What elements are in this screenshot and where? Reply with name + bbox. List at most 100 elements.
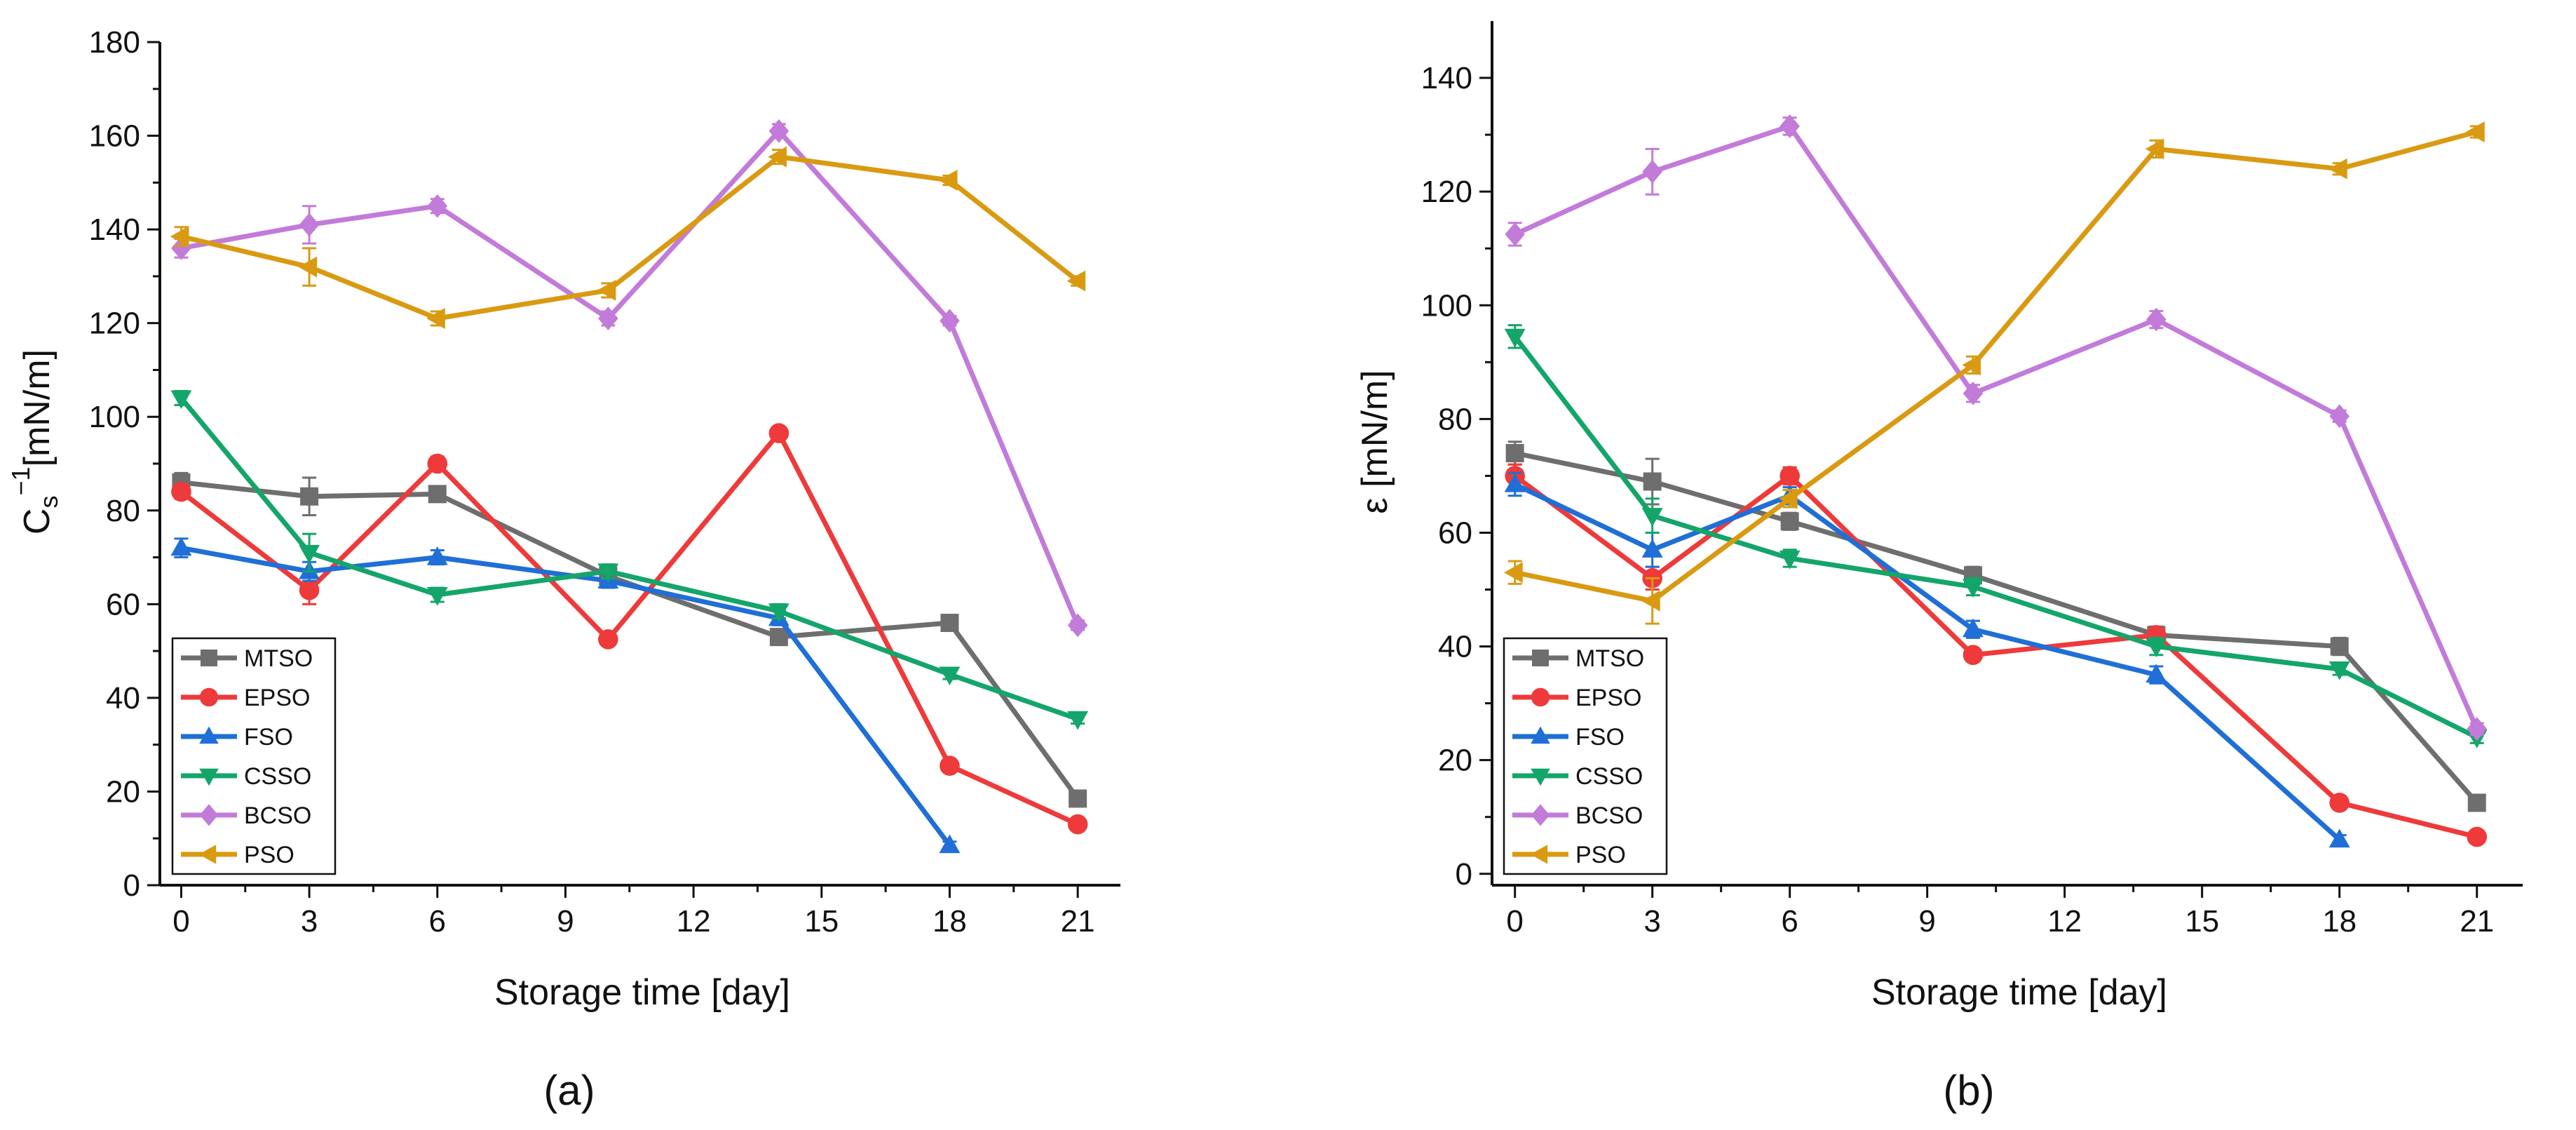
chart-b-legend-swatch-marker	[1531, 768, 1550, 786]
chart-b-x-tick-label: 15	[2185, 904, 2219, 939]
chart-b-legend-swatch-marker	[1532, 650, 1549, 666]
chart-a-point-pso	[298, 256, 318, 278]
chart-a-y-tick-label: 180	[89, 25, 140, 60]
chart-b-x-tick-label: 21	[2460, 904, 2494, 939]
chart-a-legend: MTSO EPSO FSO CSSO BCSO PSO	[171, 637, 337, 875]
chart-a-legend-item-bcso: BCSO	[181, 802, 311, 829]
chart-b-point-bcso	[2146, 307, 2167, 332]
chart-b-x-tick-label: 12	[2047, 904, 2082, 939]
chart-a-legend-label: FSO	[244, 724, 293, 751]
chart-b-x-axis-title: Storage time [day]	[1871, 972, 2167, 1013]
chart-b-point-fso	[2328, 828, 2350, 848]
chart-a-y-tick-label: 0	[123, 868, 140, 903]
chart-b-y-tick-label: 0	[1456, 857, 1472, 892]
chart-a-point-epso	[171, 481, 191, 502]
chart-a-point-bcso	[598, 307, 618, 330]
chart-a-y-tick-label: 160	[89, 119, 140, 154]
chart-a-point-mtso	[769, 628, 788, 647]
chart-b-legend: MTSO EPSO FSO CSSO BCSO PSO	[1503, 637, 1668, 875]
chart-b-legend-item-mtso: MTSO	[1512, 645, 1644, 672]
chart-a-legend-label: EPSO	[244, 685, 310, 711]
chart-b-point-bcso	[2329, 404, 2350, 429]
chart-a-legend-item-epso: EPSO	[181, 685, 310, 711]
chart-a-legend-label: BCSO	[244, 802, 311, 829]
chart-b-legend-item-pso: PSO	[1512, 842, 1626, 868]
chart-a-series-csso	[170, 389, 1089, 730]
chart-b-x-tick-label: 6	[1781, 904, 1798, 939]
chart-b-y-tick-label: 80	[1438, 402, 1472, 436]
chart-a-point-bcso	[1067, 613, 1088, 638]
chart-a-legend-label: PSO	[244, 842, 294, 868]
chart-a-x-tick-label: 3	[301, 904, 318, 939]
chart-a-x-tick-label: 21	[1061, 904, 1095, 939]
chart-a-legend-box	[171, 637, 337, 875]
chart-b-point-bcso	[2467, 717, 2487, 741]
chart-a-point-epso	[427, 453, 448, 474]
chart-panel-a: Cs−1[mN/m] Storage time [day] (a) 0 3 6 9 12…	[6, 25, 1120, 1114]
chart-a-point-csso	[939, 666, 961, 686]
chart-b-legend-label: PSO	[1575, 842, 1626, 868]
chart-a-point-bcso	[940, 309, 960, 333]
chart-b-legend-label: FSO	[1575, 724, 1625, 751]
chart-b-point-fso	[2145, 664, 2167, 683]
chart-b-legend-item-bcso: BCSO	[1512, 802, 1643, 829]
chart-b-panel-label: (b)	[1943, 1067, 1994, 1114]
chart-b-point-pso	[2145, 138, 2164, 160]
chart-a-x-tick-label: 15	[804, 904, 839, 939]
chart-b-point-fso	[1641, 539, 1663, 558]
chart-a-y-tick-label: 140	[89, 213, 140, 247]
chart-b-point-csso	[2145, 638, 2167, 658]
chart-b-series-line-fso	[1514, 482, 2342, 842]
chart-b-point-pso	[1962, 354, 1981, 376]
chart-a-point-pso	[426, 308, 445, 329]
chart-b-legend-box	[1503, 637, 1668, 875]
chart-b-y-tick-label: 60	[1438, 516, 1472, 550]
chart-b-legend-swatch-marker	[1531, 804, 1550, 826]
chart-b-series-line-pso	[1514, 129, 2478, 604]
chart-a-point-csso	[597, 563, 619, 583]
chart-a-point-fso	[939, 834, 961, 854]
chart-b-point-pso	[1641, 590, 1660, 612]
chart-b-legend-label: BCSO	[1575, 802, 1643, 829]
chart-b-legend-item-fso: FSO	[1512, 724, 1625, 751]
chart-a-y-tick-label: 120	[89, 307, 140, 341]
chart-b-point-csso	[1641, 508, 1663, 527]
chart-b-legend-item-epso: EPSO	[1512, 685, 1641, 711]
chart-b-point-pso	[2328, 158, 2347, 180]
chart-b-y-tick-label: 40	[1438, 630, 1472, 664]
chart-b-point-csso	[1962, 579, 1984, 598]
chart-a-point-fso	[170, 537, 192, 556]
chart-b-series-csso	[1504, 324, 2488, 748]
chart-b-point-epso	[1780, 466, 1800, 486]
chart-b-series-mtso	[1505, 440, 2486, 812]
chart-a-legend-swatch-marker	[199, 804, 219, 826]
chart-a-point-epso	[940, 755, 960, 776]
chart-b-point-epso	[2467, 826, 2487, 847]
chart-a-point-pso	[768, 146, 787, 168]
chart-b-point-bcso	[1780, 114, 1800, 138]
chart-a-point-csso	[1067, 711, 1089, 730]
chart-a-point-fso	[426, 546, 448, 565]
chart-a-point-csso	[768, 603, 789, 622]
chart-b-point-csso	[1779, 550, 1801, 570]
chart-a-panel-label: (a)	[543, 1067, 595, 1114]
chart-a-x-axis-title: Storage time [day]	[494, 972, 790, 1013]
chart-b-point-bcso	[1962, 381, 1984, 405]
chart-a-legend-swatch-marker	[199, 687, 219, 707]
chart-b-point-epso	[1962, 645, 1984, 666]
chart-a-series-epso	[171, 423, 1088, 835]
chart-a-point-pso	[1066, 270, 1086, 292]
chart-b-x-tick-label: 9	[1918, 904, 1935, 939]
chart-a-y-tick-label: 80	[106, 494, 140, 528]
chart-a-point-csso	[170, 390, 192, 410]
chart-b-y-tick-label: 20	[1438, 744, 1472, 778]
chart-a-point-mtso	[1069, 789, 1087, 808]
chart-b-point-fso	[1504, 473, 1526, 492]
chart-b-point-mtso	[2467, 793, 2486, 812]
chart-a-point-mtso	[300, 487, 319, 506]
chart-a-x-tick-label: 12	[677, 904, 711, 939]
chart-b-legend-swatch-marker	[1531, 726, 1550, 744]
chart-b-legend-swatch-marker	[1531, 687, 1550, 707]
chart-b-point-pso	[1779, 487, 1798, 509]
